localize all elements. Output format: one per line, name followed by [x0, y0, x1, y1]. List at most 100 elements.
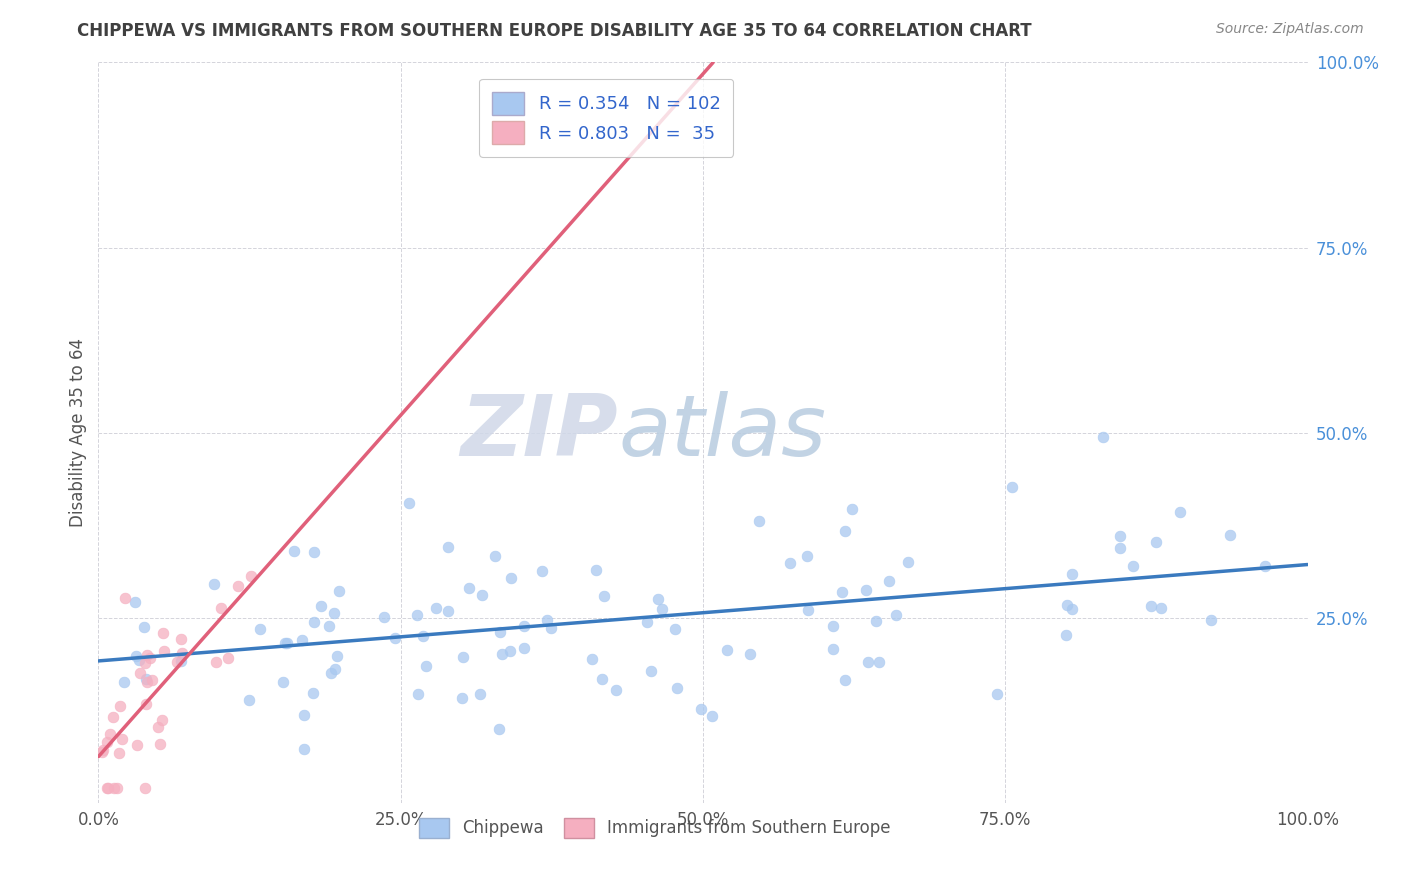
Point: [1054, 628, 1077, 642]
Point: [1199, 613, 1222, 627]
Point: [108, 699, 131, 714]
Point: [841, 502, 863, 516]
Point: [91, 745, 114, 759]
Point: [593, 589, 616, 603]
Point: [425, 600, 447, 615]
Point: [114, 591, 136, 605]
Point: [1218, 527, 1240, 541]
Point: [226, 579, 249, 593]
Point: [321, 665, 343, 680]
Point: [666, 681, 689, 695]
Point: [406, 687, 429, 701]
Point: [821, 618, 844, 632]
Point: [458, 581, 481, 595]
Point: [437, 604, 460, 618]
Point: [884, 607, 907, 622]
Point: [823, 642, 845, 657]
Point: [110, 731, 132, 746]
Point: [170, 632, 193, 646]
Point: [1108, 529, 1130, 543]
Point: [274, 635, 297, 649]
Text: atlas: atlas: [619, 391, 827, 475]
Point: [1168, 505, 1191, 519]
Point: [499, 571, 522, 585]
Point: [1150, 601, 1173, 615]
Point: [605, 683, 627, 698]
Point: [986, 687, 1008, 701]
Point: [1144, 535, 1167, 549]
Point: [716, 643, 738, 657]
Point: [112, 675, 135, 690]
Point: [489, 625, 512, 640]
Point: [640, 664, 662, 678]
Point: [283, 543, 305, 558]
Text: Source: ZipAtlas.com: Source: ZipAtlas.com: [1216, 22, 1364, 37]
Point: [170, 654, 193, 668]
Y-axis label: Disability Age 35 to 64: Disability Age 35 to 64: [69, 338, 87, 527]
Point: [415, 659, 437, 673]
Point: [484, 549, 506, 563]
Point: [865, 614, 887, 628]
Point: [585, 563, 607, 577]
Point: [103, 780, 125, 795]
Point: [491, 647, 513, 661]
Point: [97, 780, 120, 795]
Point: [797, 603, 820, 617]
Point: [690, 702, 713, 716]
Point: [292, 742, 315, 756]
Point: [318, 618, 340, 632]
Point: [647, 592, 669, 607]
Point: [398, 496, 420, 510]
Point: [450, 690, 472, 705]
Point: [323, 662, 346, 676]
Point: [302, 615, 325, 629]
Point: [1062, 601, 1084, 615]
Point: [328, 583, 350, 598]
Point: [302, 545, 325, 559]
Point: [91, 743, 114, 757]
Point: [855, 582, 877, 597]
Point: [202, 577, 225, 591]
Legend: Chippewa, Immigrants from Southern Europe: Chippewa, Immigrants from Southern Europ…: [411, 809, 898, 847]
Point: [1056, 598, 1078, 612]
Point: [141, 673, 163, 688]
Point: [292, 707, 315, 722]
Point: [412, 629, 434, 643]
Point: [651, 602, 673, 616]
Point: [536, 613, 558, 627]
Point: [205, 655, 228, 669]
Point: [1108, 541, 1130, 556]
Point: [135, 675, 157, 690]
Point: [134, 656, 156, 670]
Point: [1062, 566, 1084, 581]
Point: [96, 780, 118, 795]
Point: [326, 649, 349, 664]
Point: [437, 540, 460, 554]
Point: [134, 780, 156, 795]
Point: [831, 585, 853, 599]
Point: [513, 618, 536, 632]
Point: [150, 713, 173, 727]
Point: [127, 738, 149, 752]
Point: [105, 780, 128, 795]
Point: [664, 622, 686, 636]
Point: [135, 697, 157, 711]
Point: [877, 574, 900, 588]
Point: [217, 651, 239, 665]
Point: [271, 674, 294, 689]
Point: [290, 633, 312, 648]
Point: [1139, 599, 1161, 614]
Point: [139, 651, 162, 665]
Point: [125, 648, 148, 663]
Point: [238, 693, 260, 707]
Point: [1001, 480, 1024, 494]
Text: CHIPPEWA VS IMMIGRANTS FROM SOUTHERN EUROPE DISABILITY AGE 35 TO 64 CORRELATION : CHIPPEWA VS IMMIGRANTS FROM SOUTHERN EUR…: [77, 22, 1032, 40]
Point: [748, 514, 770, 528]
Point: [249, 623, 271, 637]
Point: [302, 686, 325, 700]
Point: [149, 737, 172, 751]
Point: [373, 610, 395, 624]
Point: [451, 649, 474, 664]
Point: [405, 607, 427, 622]
Point: [834, 524, 856, 538]
